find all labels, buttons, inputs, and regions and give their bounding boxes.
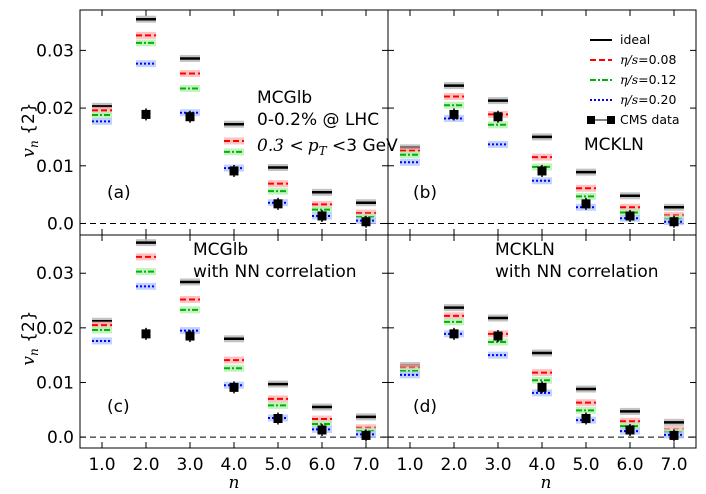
x-tick-label: 1.0 bbox=[396, 455, 423, 475]
cms-data-point bbox=[317, 425, 327, 435]
cms-data-point bbox=[449, 329, 459, 339]
x-tick-label: 3.0 bbox=[176, 455, 203, 475]
axes-labels: vn {2} vn {2} n n bbox=[19, 102, 551, 493]
legend-swatch bbox=[607, 116, 615, 124]
x-tick-label: 5.0 bbox=[572, 455, 599, 475]
legend-label: η/s=0.12 bbox=[620, 72, 676, 87]
panel-annotation: MCGlb bbox=[257, 88, 312, 108]
cms-data-point bbox=[317, 211, 327, 221]
panel-tag: (d) bbox=[413, 397, 437, 417]
panel-tag: (a) bbox=[107, 183, 131, 203]
cms-data-point bbox=[229, 166, 239, 176]
cms-data-point bbox=[185, 112, 195, 122]
y-tick-label: 0.03 bbox=[36, 41, 74, 61]
x-tick-label: 6.0 bbox=[308, 455, 335, 475]
y-axis-label-top: vn {2} bbox=[19, 102, 41, 157]
legend-label: CMS data bbox=[620, 112, 680, 127]
x-tick-label: 3.0 bbox=[484, 455, 511, 475]
cms-data-point bbox=[625, 425, 635, 435]
cms-data-point bbox=[361, 430, 371, 440]
x-tick-label: 4.0 bbox=[528, 455, 555, 475]
cms-data-point bbox=[273, 199, 283, 209]
legend-label: η/s=0.08 bbox=[620, 52, 676, 67]
y-tick-label: 0.02 bbox=[36, 319, 74, 339]
legend-label: η/s=0.20 bbox=[620, 92, 676, 107]
y-tick-label: 0.01 bbox=[36, 373, 74, 393]
cms-data-point bbox=[273, 414, 283, 424]
cms-data-point bbox=[537, 166, 547, 176]
panel-b: MCKLN (b) bbox=[387, 9, 697, 236]
cms-data-point bbox=[581, 414, 591, 424]
panel-annotation: with NN correlation bbox=[193, 262, 357, 282]
panel-c: 0.0 0.01 0.02 0.03 1.0 2.0 3.0 4.0 5.0 6.0 7.0 MCGl… bbox=[36, 234, 389, 475]
panel-annotation: MCKLN bbox=[495, 240, 555, 260]
panel-annotation: MCKLN bbox=[584, 135, 644, 155]
cms-data-point bbox=[449, 109, 459, 119]
cms-data-point bbox=[185, 331, 195, 341]
panel-annotation: with NN correlation bbox=[495, 262, 659, 282]
cms-data-point bbox=[625, 211, 635, 221]
x-tick-label: 2.0 bbox=[440, 455, 467, 475]
cms-data-point bbox=[493, 331, 503, 341]
x-tick-label: 6.0 bbox=[616, 455, 643, 475]
y-tick-label: 0.01 bbox=[36, 157, 74, 177]
legend-swatch bbox=[587, 116, 595, 124]
y-tick-label: 0.02 bbox=[36, 99, 74, 119]
cms-data-point bbox=[537, 382, 547, 392]
cms-data-point bbox=[141, 109, 151, 119]
x-axis-label: n bbox=[229, 473, 240, 493]
panel-annotation: 0-0.2% @ LHC bbox=[257, 110, 379, 130]
x-tick-label: 1.0 bbox=[88, 455, 115, 475]
x-tick-label: 2.0 bbox=[132, 455, 159, 475]
legend: ideal η/s=0.08 η/s=0.12 η/s=0.20 CMS data bbox=[587, 32, 680, 127]
x-tick-label: 7.0 bbox=[352, 455, 379, 475]
x-tick-label: 5.0 bbox=[264, 455, 291, 475]
cms-data-point bbox=[493, 112, 503, 122]
legend-label: ideal bbox=[620, 32, 650, 47]
x-tick-label: 7.0 bbox=[660, 455, 687, 475]
x-tick-label: 4.0 bbox=[220, 455, 247, 475]
y-axis-label-bottom: vn {2} bbox=[19, 310, 41, 365]
panel-tag: (c) bbox=[107, 397, 130, 417]
kinematics-annotation: 0.3 < pT <3 GeV bbox=[257, 136, 398, 158]
panel-annotation: MCGlb bbox=[193, 240, 248, 260]
cms-data-point bbox=[361, 217, 371, 227]
x-axis-label-right: n bbox=[541, 473, 552, 493]
y-tick-label: 0.0 bbox=[47, 214, 74, 234]
cms-data-point bbox=[141, 329, 151, 339]
cms-data-point bbox=[229, 382, 239, 392]
cms-data-point bbox=[581, 199, 591, 209]
y-tick-label: 0.0 bbox=[47, 428, 74, 448]
cms-data-point bbox=[669, 430, 679, 440]
y-tick-label: 0.03 bbox=[36, 264, 74, 284]
cms-data-point bbox=[669, 217, 679, 227]
panel-tag: (b) bbox=[413, 183, 437, 203]
